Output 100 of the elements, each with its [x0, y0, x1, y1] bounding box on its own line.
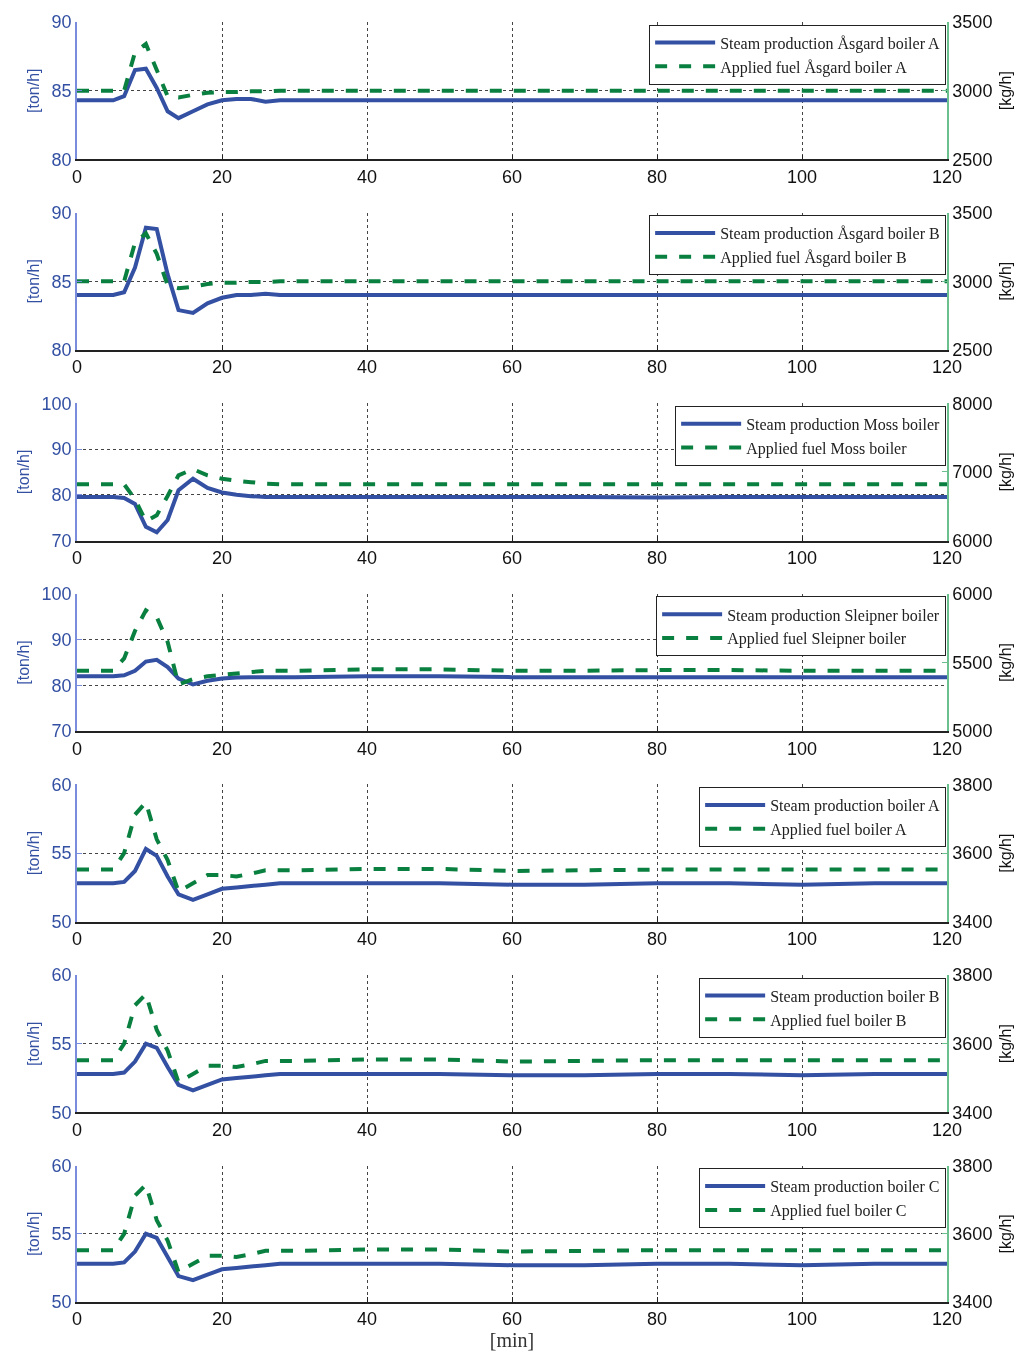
- x-tick-label: 80: [646, 547, 668, 568]
- y-tick-label: 80: [51, 485, 72, 506]
- y-tick-label: 60: [51, 1155, 72, 1176]
- y-tick-label: 50: [51, 1292, 72, 1313]
- y2-axis-title: [kg/h]: [996, 261, 1014, 301]
- x-tick-label: 100: [786, 1309, 818, 1330]
- line-series: [77, 1231, 947, 1283]
- x-tick-label: 40: [356, 1309, 378, 1330]
- y-tick-label: 90: [51, 629, 72, 650]
- y-tick-label: 55: [51, 1034, 72, 1055]
- y2-tick-label: 3500: [952, 12, 993, 33]
- x-tick-label: 20: [211, 547, 233, 568]
- y-axis-title: [ton/h]: [15, 449, 32, 495]
- legend-label: Steam production Moss boiler: [746, 415, 941, 434]
- line-series: [77, 657, 947, 687]
- line-series: [77, 846, 947, 902]
- x-tick-label: 60: [501, 929, 523, 950]
- x-tick-label: 0: [71, 738, 83, 759]
- x-tick-label: 40: [356, 166, 378, 187]
- y2-axis-title: [kg/h]: [996, 1214, 1014, 1254]
- legend-label: Steam production boiler B: [770, 987, 940, 1006]
- legend-label: Applied fuel Sleipner boiler: [727, 630, 907, 649]
- x-axis-title: [min]: [489, 1329, 535, 1352]
- x-tick-label: 20: [211, 738, 233, 759]
- y-tick-label: 55: [51, 1224, 72, 1245]
- y-tick-label: 70: [51, 721, 72, 742]
- legend-label: Applied fuel Moss boiler: [746, 439, 908, 458]
- x-tick-label: 40: [356, 929, 378, 950]
- y-tick-label: 85: [51, 271, 72, 292]
- x-tick-label: 100: [786, 166, 818, 187]
- x-tick-label: 60: [501, 738, 523, 759]
- x-tick-label: 0: [71, 166, 83, 187]
- y2-tick-label: 3800: [952, 1155, 993, 1176]
- y2-axis-title: [kg/h]: [996, 452, 1014, 492]
- x-tick-label: 80: [646, 357, 668, 378]
- legend-label: Steam production boiler C: [770, 1178, 940, 1197]
- x-tick-label: 100: [786, 547, 818, 568]
- y-tick-label: 100: [41, 393, 72, 414]
- y-axis-title: [ton/h]: [15, 640, 32, 685]
- y-axis-title: [ton/h]: [25, 1021, 43, 1066]
- legend-label: Steam production Åsgard boiler B: [720, 225, 940, 244]
- y2-tick-label: 3600: [952, 843, 993, 864]
- y2-tick-label: 3600: [952, 1224, 993, 1245]
- x-tick-label: 0: [71, 929, 83, 950]
- x-tick-label: 60: [501, 1119, 523, 1140]
- y2-tick-label: 3600: [952, 1034, 993, 1055]
- legend-label: Steam production boiler A: [770, 797, 940, 816]
- x-tick-label: 80: [646, 738, 668, 759]
- y2-tick-label: 5500: [952, 652, 993, 673]
- y2-tick-label: 3000: [952, 271, 993, 292]
- y-tick-label: 80: [51, 149, 72, 170]
- y-axis-title: [ton/h]: [25, 68, 43, 113]
- x-tick-label: 0: [71, 357, 83, 378]
- y2-tick-label: 3000: [952, 80, 993, 101]
- legend-label: Applied fuel Åsgard boiler A: [720, 58, 908, 77]
- y-tick-label: 90: [51, 439, 72, 460]
- y2-tick-label: 3800: [952, 774, 993, 795]
- x-tick-label: 80: [646, 1309, 668, 1330]
- x-tick-label: 80: [646, 929, 668, 950]
- y2-tick-label: 6000: [952, 584, 993, 605]
- legend-label: Applied fuel boiler C: [770, 1202, 907, 1221]
- y-tick-label: 80: [51, 340, 72, 361]
- y-tick-label: 60: [51, 774, 72, 795]
- y-axis-title: [ton/h]: [25, 259, 43, 304]
- x-tick-label: 20: [211, 1119, 233, 1140]
- x-tick-label: 40: [356, 357, 378, 378]
- line-series: [77, 225, 947, 315]
- x-tick-label: 20: [211, 1309, 233, 1330]
- legend-label: Applied fuel Åsgard boiler B: [720, 249, 907, 268]
- x-tick-label: 60: [501, 166, 523, 187]
- y-tick-label: 100: [41, 584, 72, 605]
- x-tick-label: 100: [786, 1119, 818, 1140]
- y-tick-label: 55: [51, 843, 72, 864]
- x-tick-label: 100: [786, 929, 818, 950]
- x-tick-label: 20: [211, 166, 233, 187]
- legend-label: Steam production Sleipner boiler: [727, 606, 940, 625]
- x-tick-label: 60: [501, 547, 523, 568]
- x-tick-label: 100: [786, 357, 818, 378]
- legend-label: Applied fuel boiler A: [770, 820, 907, 839]
- x-tick-label: 0: [71, 1119, 83, 1140]
- y-tick-label: 85: [51, 80, 72, 101]
- y2-tick-label: 3800: [952, 965, 993, 986]
- y-tick-label: 90: [51, 12, 72, 33]
- line-series: [77, 476, 947, 535]
- x-tick-label: 40: [356, 738, 378, 759]
- y2-axis-title: [kg/h]: [996, 833, 1014, 873]
- y2-tick-label: 3500: [952, 202, 993, 223]
- x-tick-label: 60: [501, 357, 523, 378]
- x-tick-label: 40: [356, 547, 378, 568]
- y2-axis-title: [kg/h]: [996, 71, 1014, 111]
- y-tick-label: 60: [51, 965, 72, 986]
- x-tick-label: 80: [646, 1119, 668, 1140]
- y2-tick-label: 8000: [952, 393, 993, 414]
- y2-tick-label: 7000: [952, 462, 993, 483]
- legend-label: Steam production Åsgard boiler A: [720, 34, 941, 53]
- y-tick-label: 90: [51, 202, 72, 223]
- x-tick-label: 20: [211, 357, 233, 378]
- x-tick-label: 20: [211, 929, 233, 950]
- legend-label: Applied fuel boiler B: [770, 1011, 907, 1030]
- x-tick-label: 0: [71, 1309, 83, 1330]
